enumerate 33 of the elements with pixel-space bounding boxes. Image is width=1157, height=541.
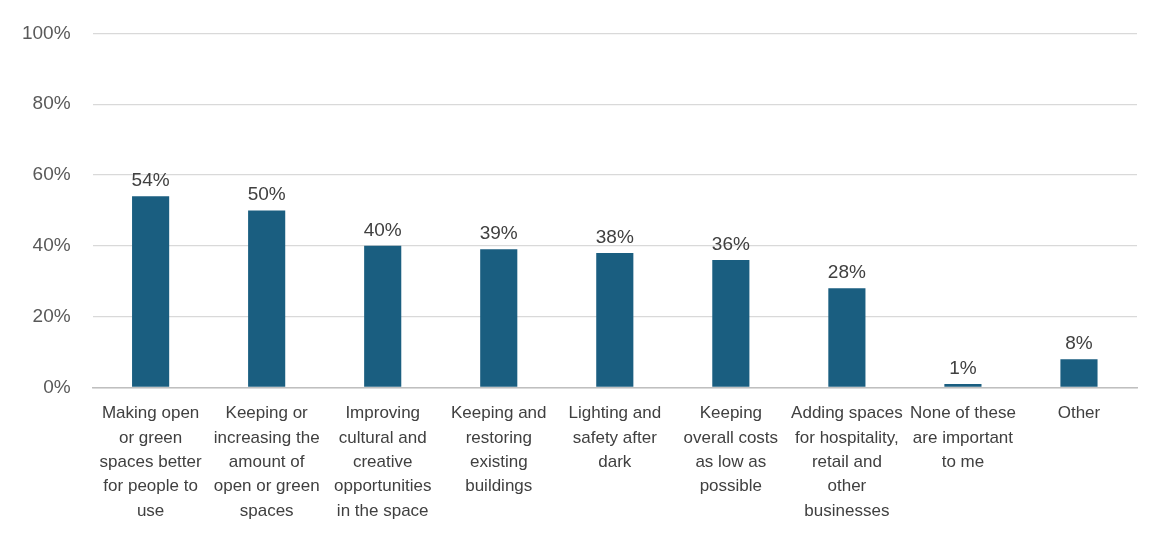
data-label: 8% <box>1065 331 1093 353</box>
x-tick-label: None of these are important to me <box>910 403 1016 471</box>
bar <box>248 210 286 387</box>
data-label: 40% <box>363 218 402 240</box>
bar <box>596 252 634 387</box>
data-label: 36% <box>711 232 750 254</box>
x-tick-label: Keeping and restoring existing buildings <box>451 403 547 496</box>
bar <box>480 249 518 387</box>
x-tick-label: Improving cultural and creative opportunities in the space <box>334 403 432 520</box>
y-tick-label: 60% <box>32 163 71 185</box>
x-tick-label: Other <box>1057 403 1101 423</box>
y-tick-label: 40% <box>32 234 71 256</box>
bar <box>1060 359 1098 387</box>
bar <box>712 259 750 387</box>
data-label: 38% <box>595 225 634 247</box>
data-label: 1% <box>949 356 977 378</box>
y-tick-label: 0% <box>43 375 71 397</box>
data-label: 28% <box>827 261 867 283</box>
x-tick-label: Lighting and safety after dark <box>568 403 662 471</box>
bar <box>944 383 982 387</box>
data-label: 50% <box>247 183 286 205</box>
y-tick-label: 20% <box>32 304 71 326</box>
data-label: 54% <box>131 169 170 190</box>
x-tick-label: Keeping or increasing the amount of open or green spaces <box>213 403 320 520</box>
y-tick-label: 100% <box>21 21 71 43</box>
bar <box>132 196 170 387</box>
x-tick-label: Making open or green spaces better for people to use <box>99 403 202 520</box>
x-tick-label: Keeping overall costs as low as possible <box>683 403 779 496</box>
x-tick-label: Adding spaces for hospitality, retail and other businesses <box>791 403 903 520</box>
data-label: 39% <box>479 222 518 244</box>
y-tick-label: 80% <box>32 92 71 114</box>
bar <box>828 288 866 387</box>
bar <box>364 245 402 387</box>
